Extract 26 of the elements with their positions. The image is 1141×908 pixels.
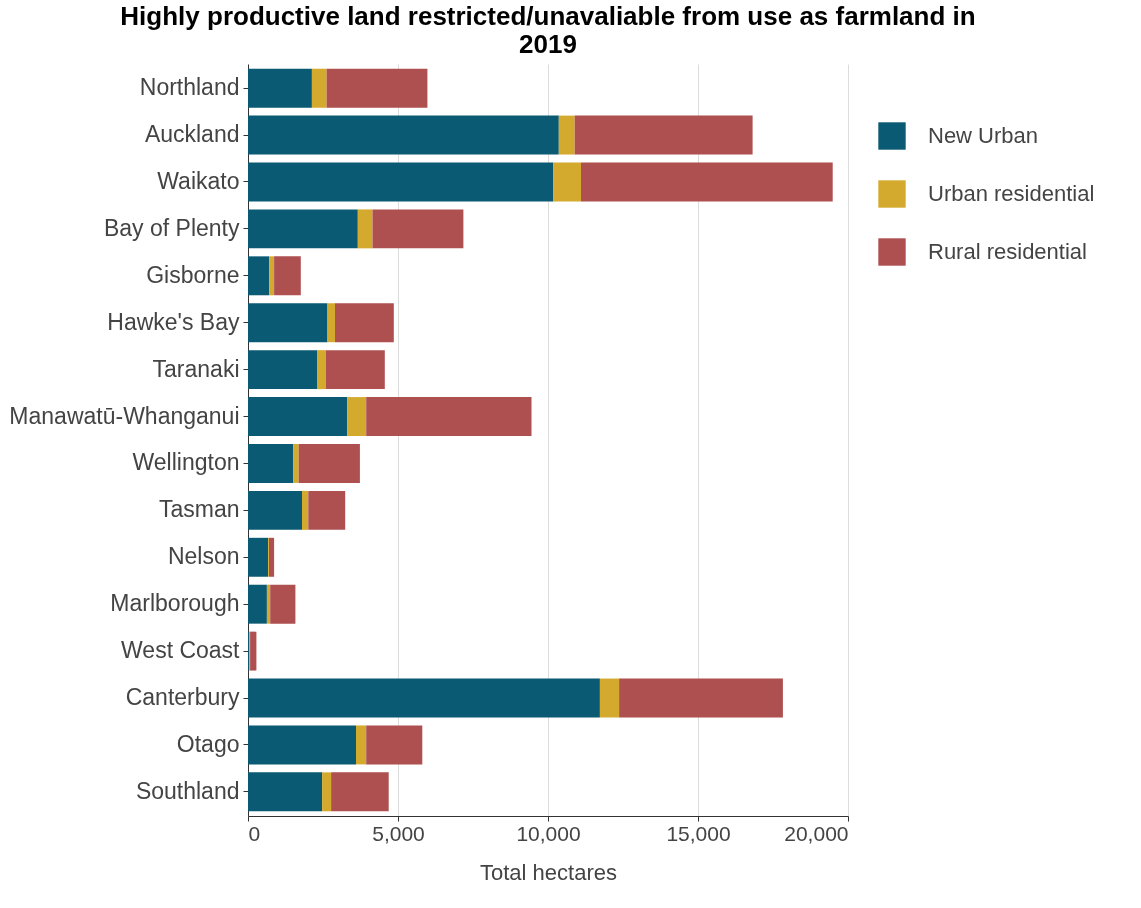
y-tick-label: Manawatū-Whanganui [9,402,240,429]
x-axis-title: Total hectares [480,859,617,885]
y-tick-label: Marlborough [110,590,240,617]
legend-label: Urban residential [928,181,1095,206]
y-tick-label: Taranaki [152,355,240,382]
y-tick-label: Nelson [167,543,240,570]
x-tick-label: 5,000 [372,821,425,845]
y-tick-label: West Coast [121,637,241,664]
y-tick-label: Waikato [157,167,240,194]
legend-label: New Urban [928,123,1039,148]
y-tick-label: Tasman [158,496,240,523]
y-tick-label: Bay of Plenty [103,214,240,241]
y-tick-label: Southland [135,777,240,804]
x-tick-label: 20,000 [784,821,849,845]
y-tick-label: Otago [176,730,240,757]
y-tick-label: Northland [139,74,240,101]
legend-label: Rural residential [928,239,1087,264]
x-tick-label: 10,000 [516,821,581,845]
y-tick-label: Hawke's Bay [107,308,240,335]
y-tick-label: Canterbury [125,684,240,711]
chart-title: Highly productive land restricted/unavaliable from use as farmland in 2019 [120,1,976,59]
y-tick-label: Auckland [144,121,240,148]
y-tick-label: Wellington [132,449,240,476]
x-tick-label: 0 [248,821,261,845]
x-tick-label: 15,000 [666,821,731,845]
y-tick-label: Gisborne [146,261,240,288]
